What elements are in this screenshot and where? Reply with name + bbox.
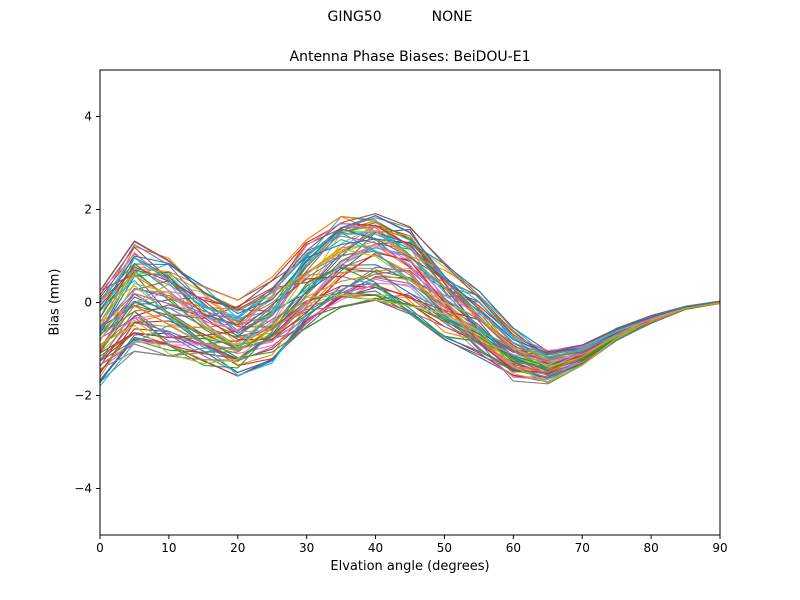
y-axis-label: Bias (mm) — [47, 268, 63, 336]
x-tick-label: 50 — [437, 541, 452, 555]
axes-title: Antenna Phase Biases: BeiDOU-E1 — [289, 49, 531, 65]
suptitle-left: GING50 — [327, 9, 382, 25]
x-tick-label: 60 — [506, 541, 521, 555]
y-tick-label: −2 — [74, 389, 92, 403]
series-line — [100, 273, 720, 373]
y-tick-label: 0 — [84, 296, 92, 310]
series-line — [100, 233, 720, 358]
figure-suptitle: GING50 NONE — [0, 9, 800, 25]
series-line — [100, 266, 720, 369]
axes-box — [99, 69, 721, 536]
suptitle-right: NONE — [431, 9, 473, 25]
series-line — [100, 296, 720, 379]
y-tick-label: 4 — [84, 110, 92, 124]
x-tick-label: 0 — [96, 541, 104, 555]
series-line — [100, 214, 720, 362]
series-line — [100, 269, 720, 373]
series-group — [100, 213, 720, 387]
y-tick-label: −4 — [74, 482, 92, 496]
series-line — [100, 297, 720, 370]
x-tick-label: 90 — [712, 541, 727, 555]
x-tick-label: 40 — [368, 541, 383, 555]
x-tick-label: 30 — [299, 541, 314, 555]
x-tick-label: 80 — [643, 541, 658, 555]
x-tick-label: 70 — [575, 541, 590, 555]
x-axis-label: Elvation angle (degrees) — [330, 559, 490, 574]
series-line — [100, 294, 720, 383]
x-tick-label: 10 — [161, 541, 176, 555]
series-line — [100, 215, 720, 354]
x-tick-label: 20 — [230, 541, 245, 555]
series-line — [100, 222, 720, 352]
y-tick-label: 2 — [84, 203, 92, 217]
